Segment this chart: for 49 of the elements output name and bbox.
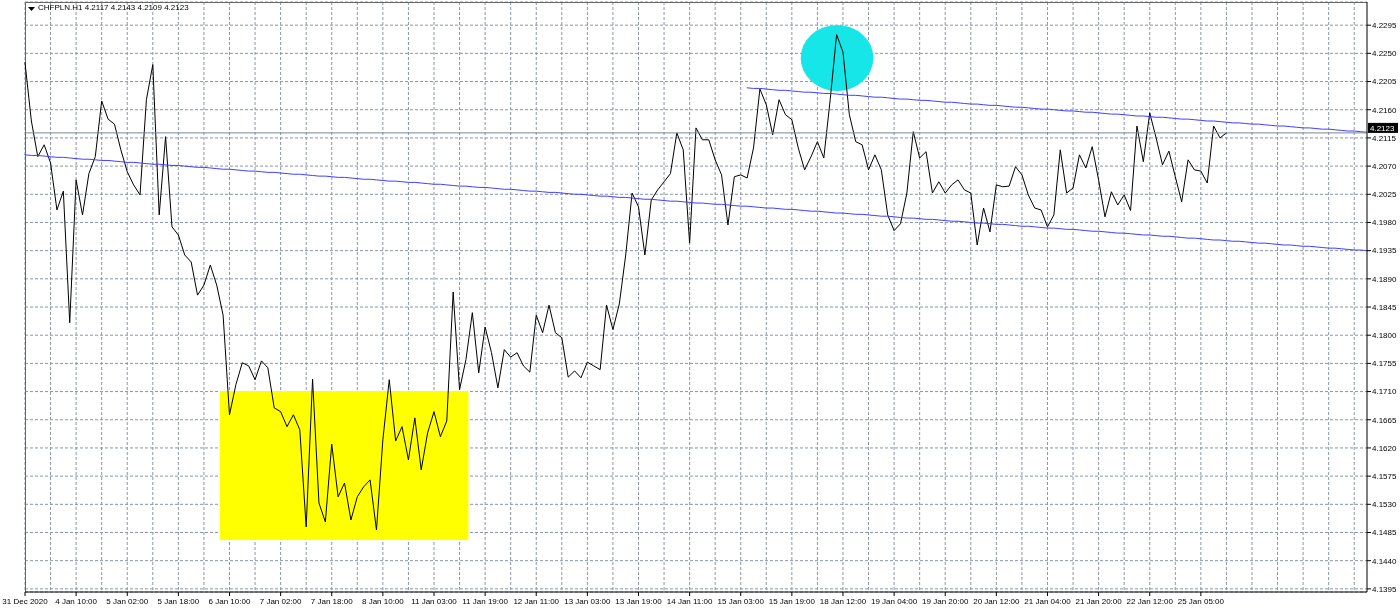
x-tick-label: 20 Jan 12:00 [973,597,1021,606]
x-tick-label: 11 Jan 19:00 [462,597,509,606]
x-tick-label: 19 Jan 20:00 [922,597,969,606]
y-tick-label: 4.1890 [1372,274,1398,284]
x-tick-label: 21 Jan 20:00 [1075,597,1123,606]
y-tick-label: 4.1710 [1372,387,1398,397]
x-tick-label: 7 Jan 02:00 [259,597,303,606]
line-series [24,154,1368,252]
x-tick-label: 11 Jan 03:00 [411,597,458,606]
y-tick-label: 4.1755 [1372,359,1398,369]
x-tick-label: 7 Jan 18:00 [310,597,354,606]
chart-title: CHFPLN.H1 4.2117 4.2143 4.2109 4.2123 [38,3,189,13]
y-tick-label: 4.2250 [1372,49,1398,59]
y-tick-label: 4.2115 [1372,133,1397,143]
x-tick-label: 21 Jan 04:00 [1024,597,1072,606]
y-tick-label: 4.2205 [1372,77,1398,87]
y-tick-label: 4.2070 [1372,161,1398,171]
y-tick-label: 4.1575 [1372,471,1398,481]
y-tick-label: 4.1530 [1372,500,1398,510]
y-tick-label: 4.1485 [1372,528,1398,538]
x-tick-label: 12 Jan 11:00 [513,597,560,606]
y-tick-label: 4.2295 [1372,21,1398,31]
x-tick-label: 18 Jan 12:00 [819,597,867,606]
x-tick-label: 13 Jan 19:00 [615,597,663,606]
y-tick-label: 4.1440 [1372,556,1398,566]
y-tick-label: 4.2160 [1372,105,1398,115]
x-tick-label: 15 Jan 03:00 [717,597,765,606]
y-tick-label: 4.1665 [1372,415,1398,425]
y-tick-label: 4.1620 [1372,443,1398,453]
x-tick-label: 25 Jan 05:00 [1177,597,1225,606]
y-tick-label: 4.1980 [1372,218,1398,228]
ref-line-label: 4.2123 [1370,123,1396,133]
x-tick-label: 5 Jan 18:00 [157,597,200,606]
x-tick-label: 22 Jan 12:00 [1126,597,1174,606]
x-tick-label: 13 Jan 03:00 [564,597,612,606]
line-series [24,34,1227,531]
y-tick-label: 4.2025 [1372,190,1398,200]
x-tick-label: 19 Jan 04:00 [870,597,918,606]
x-tick-label: 31 Dec 2020 [2,597,49,606]
y-tick-label: 4.1935 [1372,246,1398,256]
x-tick-label: 6 Jan 10:00 [208,597,251,606]
y-tick-label: 4.1800 [1372,331,1398,341]
x-tick-label: 8 Jan 10:00 [361,597,405,606]
x-tick-label: 5 Jan 02:00 [106,597,149,606]
x-tick-label: 14 Jan 11:00 [666,597,713,606]
x-tick-label: 4 Jan 10:00 [55,597,98,606]
y-tick-label: 4.1395 [1372,584,1398,594]
x-tick-label: 15 Jan 19:00 [768,597,816,606]
y-tick-label: 4.1845 [1372,302,1398,312]
